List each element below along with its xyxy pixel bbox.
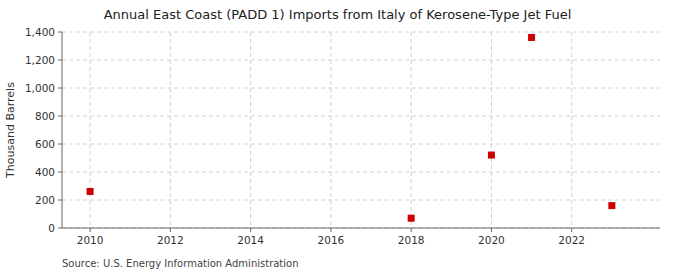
x-tick-label: 2018 xyxy=(398,234,425,246)
y-axis-label: Thousand Barrels xyxy=(4,82,17,179)
x-tick-label: 2010 xyxy=(77,234,104,246)
y-grid-line xyxy=(62,60,660,61)
chart-title: Annual East Coast (PADD 1) Imports from … xyxy=(104,7,572,22)
x-grid-line xyxy=(170,32,171,228)
scatter-point xyxy=(87,188,94,195)
x-tick xyxy=(491,228,492,232)
x-axis-line xyxy=(62,228,660,229)
y-tick xyxy=(58,228,62,229)
scatter-point xyxy=(488,152,495,159)
x-tick-label: 2016 xyxy=(318,234,345,246)
y-tick-label: 400 xyxy=(35,166,55,178)
x-tick xyxy=(330,228,331,232)
y-tick-label: 1,200 xyxy=(25,54,55,66)
y-tick-label: 600 xyxy=(35,138,55,150)
y-tick xyxy=(58,116,62,117)
x-tick-label: 2012 xyxy=(157,234,184,246)
y-tick xyxy=(58,32,62,33)
y-grid-line xyxy=(62,228,660,229)
y-grid-line xyxy=(62,116,660,117)
x-tick-label: 2014 xyxy=(237,234,264,246)
x-grid-line xyxy=(90,32,91,228)
y-grid-line xyxy=(62,32,660,33)
x-tick-label: 2022 xyxy=(558,234,585,246)
x-grid-line xyxy=(491,32,492,228)
x-grid-line xyxy=(571,32,572,228)
chart-container: Annual East Coast (PADD 1) Imports from … xyxy=(0,0,675,275)
y-tick xyxy=(58,172,62,173)
x-tick xyxy=(411,228,412,232)
x-tick xyxy=(90,228,91,232)
y-grid-line xyxy=(62,88,660,89)
annotation: Source: U.S. Energy Information Administ… xyxy=(62,258,299,269)
chart-svg: Annual East Coast (PADD 1) Imports from … xyxy=(0,0,675,275)
x-grid-line xyxy=(330,32,331,228)
y-tick-label: 0 xyxy=(48,222,55,234)
x-tick xyxy=(250,228,251,232)
y-tick xyxy=(58,144,62,145)
y-tick xyxy=(58,200,62,201)
y-tick-label: 200 xyxy=(35,194,55,206)
x-grid-line xyxy=(250,32,251,228)
x-tick xyxy=(571,228,572,232)
y-tick xyxy=(58,60,62,61)
points xyxy=(87,34,616,222)
y-tick xyxy=(58,88,62,89)
x-grid-line xyxy=(411,32,412,228)
y-tick-label: 800 xyxy=(35,110,55,122)
scatter-point xyxy=(528,34,535,41)
x-tick-label: 2020 xyxy=(478,234,505,246)
scatter-point xyxy=(608,202,615,209)
x-tick xyxy=(170,228,171,232)
scatter-point xyxy=(408,215,415,222)
y-tick-label: 1,400 xyxy=(25,26,55,38)
axes: 0 200 400 600 800 1,000 1,200 1,400 2010 2012 2014… xyxy=(25,26,660,246)
grid xyxy=(62,32,660,228)
y-grid-line xyxy=(62,200,660,201)
y-grid-line xyxy=(62,172,660,173)
y-axis-line xyxy=(62,32,63,228)
y-tick-label: 1,000 xyxy=(25,82,55,94)
y-grid-line xyxy=(62,144,660,145)
